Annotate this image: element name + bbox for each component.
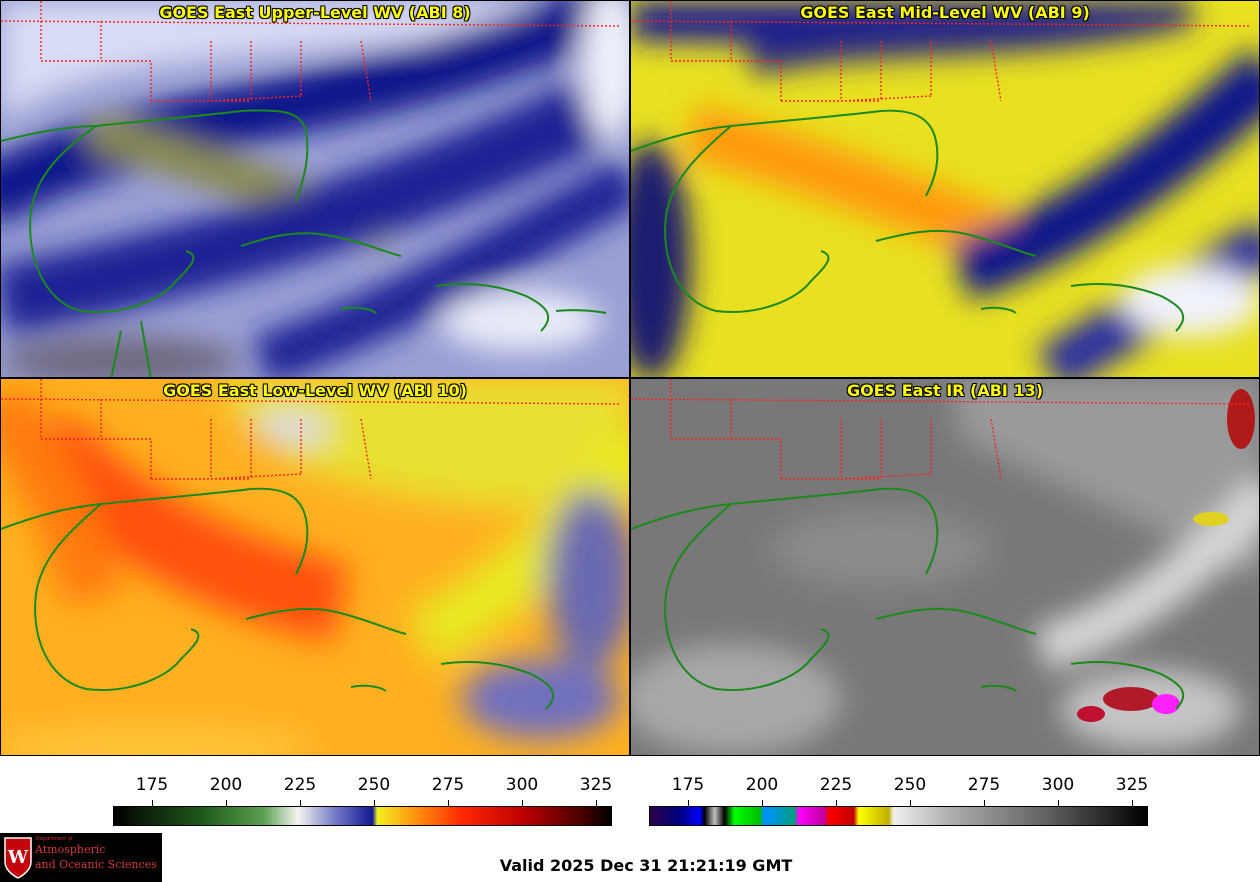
aos-logo: W Department of Atmospheric and Oceanic …: [0, 833, 162, 882]
uw-crest-icon: W: [4, 837, 32, 879]
colorbar-tick-mark: [522, 800, 523, 806]
colorbar-tick-mark: [762, 800, 763, 806]
colorbar-tick-label: 225: [283, 775, 317, 795]
colorbar-tick-mark: [910, 800, 911, 806]
colorbar-tick-label: 175: [671, 775, 705, 795]
colorbar-tick-mark: [596, 800, 597, 806]
cold-cloud-top-2: [1103, 687, 1159, 711]
panel-ir: GOES East IR (ABI 13): [630, 378, 1260, 756]
colorbar-tick-label: 275: [431, 775, 465, 795]
colorbar-tick-label: 300: [1041, 775, 1075, 795]
colorbar-tick-label: 300: [505, 775, 539, 795]
colorbar-infrared: [649, 806, 1148, 826]
colorbar-tick-mark: [836, 800, 837, 806]
colorbar-tick-mark: [984, 800, 985, 806]
cold-cloud-top-4: [1077, 706, 1105, 722]
panel-mid-level-wv: GOES East Mid-Level WV (ABI 9): [630, 0, 1260, 378]
colorbar-tick-label: 250: [357, 775, 391, 795]
colorbar-tick-mark: [1058, 800, 1059, 806]
map-ir: [631, 379, 1259, 755]
panel-low-level-wv: GOES East Low-Level WV (ABI 10): [0, 378, 630, 756]
panel-upper-level-wv: GOES East Upper-Level WV (ABI 8): [0, 0, 630, 378]
map-upper-level-wv: [1, 1, 629, 377]
colorbar-tick-label: 325: [1115, 775, 1149, 795]
map-low-level-wv: [1, 379, 629, 755]
colorbar-tick-label: 325: [579, 775, 613, 795]
valid-time: Valid 2025 Dec 31 21:21:19 GMT: [499, 856, 793, 875]
colorbar-tick-mark: [226, 800, 227, 806]
logo-line-atmospheric: Atmospheric: [35, 843, 106, 856]
logo-line-oceanic: and Oceanic Sciences: [35, 858, 157, 871]
colorbar-tick-label: 275: [967, 775, 1001, 795]
panel-title: GOES East Upper-Level WV (ABI 8): [159, 3, 471, 22]
colorbar-tick-label: 200: [209, 775, 243, 795]
panel-title: GOES East IR (ABI 13): [846, 381, 1044, 400]
cloud-patch-1: [1193, 512, 1229, 526]
colorbar-tick-label: 225: [819, 775, 853, 795]
colorbar-tick-mark: [448, 800, 449, 806]
svg-text:W: W: [7, 847, 29, 868]
colorbar-tick-label: 175: [135, 775, 169, 795]
panel-title: GOES East Mid-Level WV (ABI 9): [800, 3, 1090, 22]
colorbar-water-vapor: [113, 806, 612, 826]
colorbar-tick-mark: [688, 800, 689, 806]
colorbar-tick-mark: [1132, 800, 1133, 806]
colorbar-tick-label: 250: [893, 775, 927, 795]
colorbar-tick-label: 200: [745, 775, 779, 795]
colorbar-tick-mark: [300, 800, 301, 806]
logo-line-department: Department of: [36, 836, 73, 842]
panel-title: GOES East Low-Level WV (ABI 10): [163, 381, 467, 400]
colorbar-tick-mark: [152, 800, 153, 806]
map-mid-level-wv: [631, 1, 1259, 377]
colorbar-tick-mark: [374, 800, 375, 806]
cold-cloud-top-3: [1152, 694, 1180, 714]
